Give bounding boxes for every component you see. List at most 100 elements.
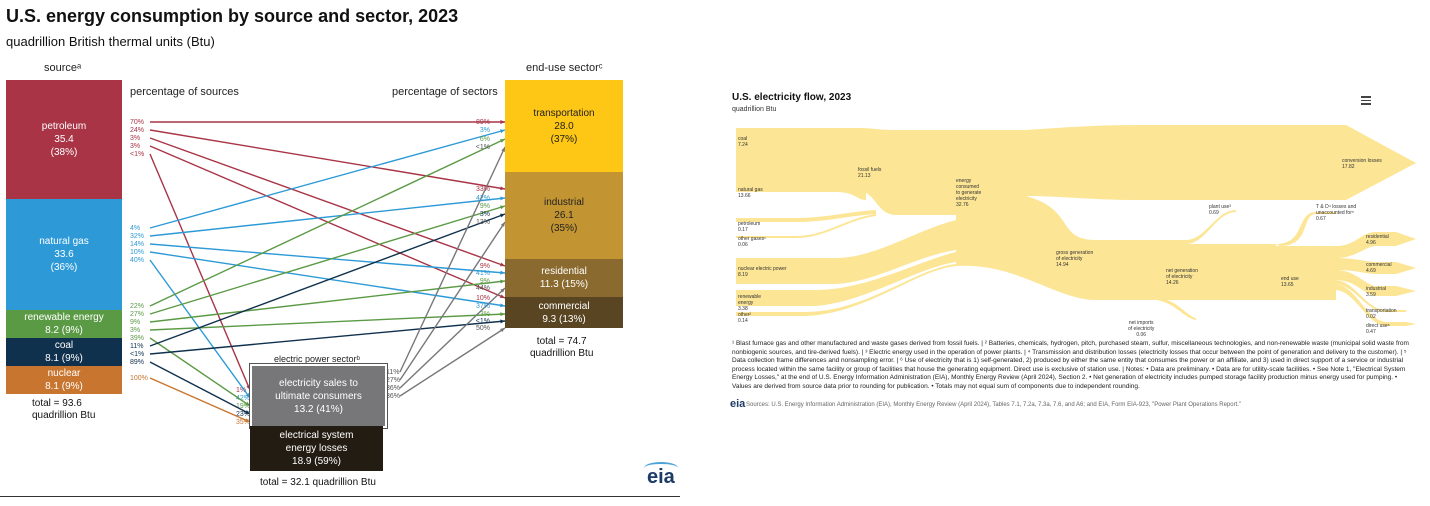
node-petroleum: petroleum 0.17 [738, 221, 761, 233]
flow-commercial [1336, 258, 1416, 274]
pct-label: 24% [130, 127, 144, 134]
energy-consumption-diagram: U.S. energy consumption by source and se… [0, 0, 690, 506]
electricity-sankey [736, 125, 1416, 326]
pct-label: 19% [236, 403, 250, 410]
source-petroleum: petroleum 35.4 (38%) [6, 80, 122, 199]
sector-pct-label: 41% [476, 270, 490, 277]
pct-label: <1% [130, 151, 144, 158]
sector-pct-label: 6% [480, 136, 490, 143]
total-sector: total = 74.7 quadrillion Btu [530, 336, 594, 359]
flow-coal-arrow [245, 410, 250, 414]
flow-petroleum-arrow [500, 186, 505, 191]
pct-label: 32% [130, 233, 144, 240]
source-label: petroleum [41, 121, 87, 132]
sector-label: residential [541, 266, 587, 277]
flow-renewable [149, 280, 506, 323]
sector-pct-label: <1% [476, 144, 490, 151]
flow-renewable-arrow [500, 205, 505, 210]
node-conversion-losses: conversion losses 17.82 [1342, 158, 1382, 170]
flow-electricity [399, 287, 506, 389]
source-nuclear: nuclear 8.1 (9%) [6, 366, 122, 394]
flow-end-use [1276, 246, 1336, 300]
sector-pct-label: 9% [480, 263, 490, 270]
total-source: total = 93.6 quadrillion Btu [32, 398, 96, 421]
pct-label: 10% [130, 249, 144, 256]
electric-value: 18.9 (59%) [292, 456, 341, 467]
pct-label: 42% [236, 395, 250, 402]
sector-commercial: commercial 9.3 (13%) [505, 297, 623, 328]
chart-unit: quadrillion Btu [732, 106, 777, 113]
source-heading: sourceᵃ [44, 62, 82, 74]
flow-electricity-arrow [500, 222, 505, 227]
sector-pct-label: 3% [480, 127, 490, 134]
end-use-sector-heading: end-use sectorᶜ [526, 62, 603, 74]
pct-label: 4% [130, 225, 140, 232]
pct-label: 35% [236, 419, 250, 426]
sector-pct: (35%) [550, 223, 578, 234]
flow-renewable-arrow [500, 139, 505, 143]
source-label: coal [54, 340, 74, 351]
pct-label: 11% [386, 369, 400, 376]
eia-logo-small: eia [730, 398, 746, 410]
sector-label: industrial [543, 197, 585, 208]
flow-petroleum-arrow [500, 262, 505, 267]
sector-label: transportation [533, 107, 595, 119]
sector-value: 9.3 (13%) [542, 313, 586, 325]
flow-petroleum [736, 210, 876, 222]
flow-petroleum-arrow [500, 120, 505, 124]
electric-value: 13.2 (41%) [294, 403, 343, 415]
flow-natural-gas [736, 158, 866, 200]
source-value: 35.4 [54, 134, 74, 145]
flow-natural-gas [149, 243, 506, 274]
pct-label: 40% [130, 257, 144, 264]
flow-natural-gas [149, 129, 506, 229]
sources-text: Sources: U.S. Energy Information Adminis… [746, 402, 1242, 408]
flow-nuclear [149, 377, 251, 423]
sector-pct-label: 42% [476, 195, 490, 202]
node-end-use: end use 13.65 [1281, 276, 1299, 288]
node-net-imports: net imports of electricity 0.06 [1128, 320, 1155, 338]
flow-petroleum-electric [149, 153, 251, 391]
flow-renewable [736, 252, 956, 306]
sector-label: commercial [538, 300, 590, 312]
sector-pct-label: <1% [476, 318, 490, 325]
flow-plant-use [1156, 210, 1236, 244]
flow-lines: 70%24%3%3%<1%1%4%32%14%10%40%42%22%27%9%… [130, 119, 506, 426]
flow-natural-gas-arrow [500, 303, 505, 308]
percentage-of-sectors-heading: percentage of sectors [392, 86, 498, 98]
flow-coal [149, 213, 506, 347]
flow-electricity-arrow [501, 147, 505, 152]
sector-value: 28.0 [554, 120, 574, 132]
sector-value: 26.1 [554, 210, 574, 221]
sector-pct-label: 89% [476, 119, 490, 126]
sector-pct-label: 44% [476, 285, 490, 292]
percentage-of-sources-heading: percentage of sources [130, 86, 239, 98]
source-coal: coal 8.1 (9%) [6, 338, 122, 366]
flow-net-imports [1156, 298, 1196, 320]
pct-label: 27% [386, 377, 400, 384]
source-label: nuclear [47, 368, 81, 379]
flow-natural-gas-arrow [500, 196, 505, 201]
flow-renewable [149, 337, 251, 407]
flow-petroleum-arrow [500, 294, 505, 298]
flow-natural-gas [149, 251, 506, 307]
hamburger-menu-icon[interactable] [1361, 96, 1371, 105]
flow-renewable [149, 138, 506, 307]
flow-coal [149, 320, 506, 355]
node-plant-use: plant use³ 0.69 [1209, 204, 1231, 216]
sector-pct-label: 9% [480, 278, 490, 285]
source-value: 33.6 [54, 249, 74, 260]
sector-residential: residential 11.3 (15%) [505, 259, 623, 297]
sector-pct-label: 50% [476, 325, 490, 332]
electric-power-heading: electric power sectorᵇ [274, 354, 360, 364]
pct-label: 14% [130, 241, 144, 248]
pct-label: 3% [130, 327, 140, 334]
node-fossil-fuels: fossil fuels 21.13 [858, 167, 882, 179]
flow-petroleum [149, 137, 506, 267]
flow-electricity-arrow [500, 328, 505, 333]
flow-renewable-arrow [500, 279, 505, 284]
sector-transportation: transportation 28.0 (37%) [505, 80, 623, 172]
source-label: natural gas [39, 236, 89, 247]
node-transportation: transportation 0.02 [1366, 308, 1397, 320]
flow-net-generation [1156, 244, 1276, 300]
